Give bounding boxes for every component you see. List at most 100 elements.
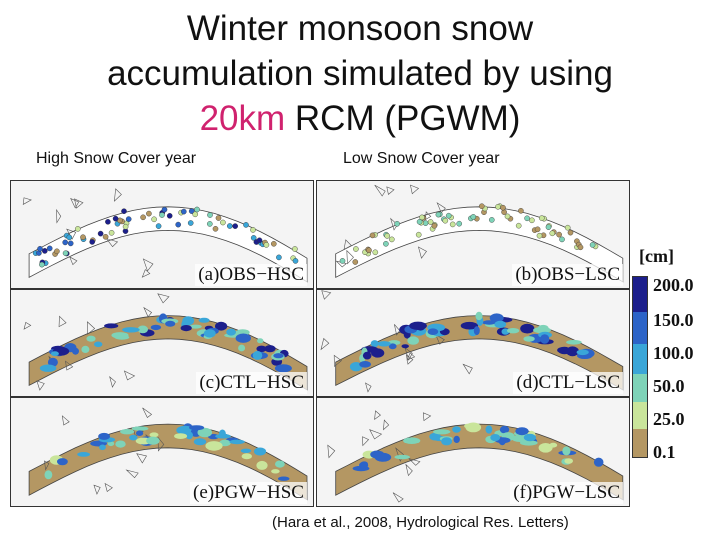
station-dot — [102, 234, 109, 240]
snow-shading — [94, 341, 103, 348]
coastline-fragment — [104, 482, 113, 492]
map-panel-b: (b)OBS−LSC — [316, 180, 630, 289]
snow-shading — [215, 321, 228, 331]
coastline-fragment — [136, 453, 147, 464]
snow-shading — [275, 460, 285, 468]
station-dot — [449, 221, 456, 228]
station-dot — [105, 219, 111, 225]
station-dot — [46, 245, 53, 252]
colorbar-tick: 150.0 — [653, 310, 694, 330]
coastline-fragment — [425, 211, 432, 221]
snow-shading — [485, 425, 493, 434]
snow-shading — [460, 321, 479, 330]
snow-shading — [473, 326, 480, 336]
snow-shading — [182, 316, 195, 326]
station-dot — [161, 206, 168, 213]
snow-shading — [489, 313, 504, 323]
coastline-fragment — [390, 217, 398, 231]
colorbar-tick: 25.0 — [653, 409, 685, 429]
coastline-fragment — [362, 436, 370, 447]
station-dot — [188, 208, 195, 214]
station-dot — [122, 223, 129, 230]
station-dot — [419, 214, 425, 221]
snow-shading — [409, 321, 427, 330]
panel-label-c: (c)CTL−HSC — [196, 372, 307, 394]
station-dot — [180, 208, 187, 215]
coastline-fragment — [320, 337, 330, 351]
station-dot — [112, 215, 119, 222]
snow-shading — [359, 461, 369, 469]
snow-shading — [377, 341, 391, 347]
coastline-fragment — [418, 246, 427, 259]
map-e-svg — [28, 407, 308, 501]
snow-shading — [120, 429, 135, 435]
title-highlight: 20km — [199, 99, 286, 138]
map-panel-c: (c)CTL−HSC — [10, 289, 314, 397]
station-dot — [155, 223, 162, 229]
station-dot — [175, 221, 181, 228]
snow-shading — [256, 345, 267, 352]
colorbar-unit: [cm] — [639, 246, 674, 266]
coastline-fragment — [321, 290, 332, 300]
station-dot — [250, 227, 256, 233]
coastline-fragment — [386, 186, 395, 195]
station-dot — [589, 242, 596, 248]
coastline-fragment — [327, 444, 336, 459]
snow-shading — [494, 320, 507, 328]
snow-shading — [427, 328, 439, 335]
snow-shading — [256, 460, 268, 470]
coastline-fragment — [157, 293, 170, 304]
snow-shading — [229, 439, 245, 445]
title-line-3: 20km RCM (PGWM) — [0, 96, 720, 141]
coastline-fragment — [87, 321, 96, 335]
station-dot — [97, 230, 104, 237]
station-dot — [549, 230, 556, 237]
snow-shading — [198, 317, 210, 323]
station-dot — [559, 236, 565, 243]
station-dot — [536, 232, 543, 239]
station-dot — [215, 215, 222, 221]
station-dot — [369, 232, 376, 239]
snow-shading — [362, 351, 372, 360]
colorbar-tick: 200.0 — [653, 275, 694, 295]
coastline-fragment — [435, 333, 445, 345]
snow-shading — [86, 335, 96, 342]
station-dot — [538, 215, 545, 221]
station-dot — [256, 237, 263, 244]
snow-shading — [264, 345, 276, 353]
snow-shading — [39, 364, 57, 372]
snow-shading — [131, 426, 149, 431]
station-dot — [41, 248, 48, 254]
panel-label-e: (e)PGW−HSC — [190, 482, 307, 504]
station-dot — [108, 230, 115, 236]
station-dot — [276, 254, 282, 261]
map-panel-d: (d)CTL−LSC — [316, 289, 630, 397]
column-label-low: Low Snow Cover year — [343, 150, 500, 167]
coastline-fragment — [436, 202, 446, 214]
colorbar-tick: 0.1 — [653, 442, 676, 462]
snow-shading — [165, 320, 176, 327]
coastline-fragment — [394, 324, 401, 336]
snow-shading — [540, 334, 550, 344]
panel-label-a: (a)OBS−HSC — [195, 264, 307, 286]
slide-title: Winter monsoon snow accumulation simulat… — [0, 6, 720, 141]
coastline-fragment — [65, 360, 74, 371]
station-dot — [394, 221, 400, 227]
colorbar-segment-4 — [632, 374, 648, 402]
colorbar-tick: 100.0 — [653, 343, 694, 363]
station-dot — [121, 208, 127, 215]
station-dot — [389, 236, 395, 243]
station-dot — [372, 249, 379, 256]
coastline-fragment — [392, 492, 404, 503]
station-dot — [427, 219, 434, 225]
station-dot — [515, 222, 522, 229]
colorbar-segment-1 — [632, 276, 648, 313]
coastline-fragment — [58, 315, 67, 328]
snow-shading — [203, 329, 216, 338]
station-dot — [431, 223, 438, 229]
station-dot — [62, 250, 69, 256]
coastline-fragment — [93, 484, 101, 495]
snow-shading — [114, 335, 130, 340]
title-line-3-rest: RCM (PGWM) — [285, 99, 521, 138]
snow-shading — [388, 343, 397, 350]
